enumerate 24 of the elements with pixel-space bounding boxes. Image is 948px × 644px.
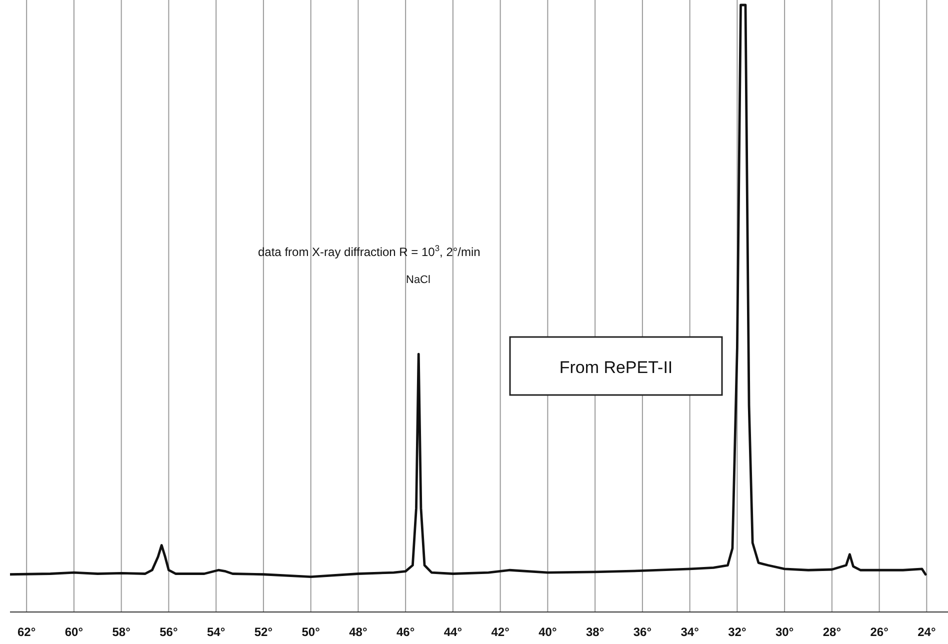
x-tick-label: 60° [64, 625, 84, 639]
x-tick-label: 52° [254, 625, 273, 639]
x-tick-label: 36° [633, 625, 652, 639]
x-tick-label: 54° [207, 625, 226, 639]
x-tick-label: 46° [396, 625, 415, 639]
x-tick-label: 24° [918, 625, 936, 639]
annotation: NaCl [406, 274, 430, 286]
x-tick-label: 44° [444, 625, 462, 639]
annotation: data from X-ray diffraction R = 10$^{3}$, 2°/min [258, 243, 480, 259]
x-tick-label: 30° [775, 625, 794, 639]
x-tick-label: 26° [870, 625, 889, 639]
x-tick-label: 34° [680, 625, 700, 639]
x-tick-label: 58° [112, 625, 131, 639]
x-tick-label: 50° [302, 625, 320, 639]
x-tick-label: 32° [728, 625, 746, 639]
text-box: From RePET-II [509, 336, 723, 396]
x-tick-label: 38° [586, 625, 604, 639]
x-tick-label: 42° [491, 625, 510, 639]
x-tick-label: 28° [822, 625, 842, 639]
x-tick-label: 56° [160, 625, 178, 639]
x-tick-label: 48° [349, 625, 368, 639]
x-tick-label: 40° [538, 625, 557, 639]
x-tick-label: 62° [18, 625, 36, 639]
annotation: From RePET-II [559, 358, 673, 377]
